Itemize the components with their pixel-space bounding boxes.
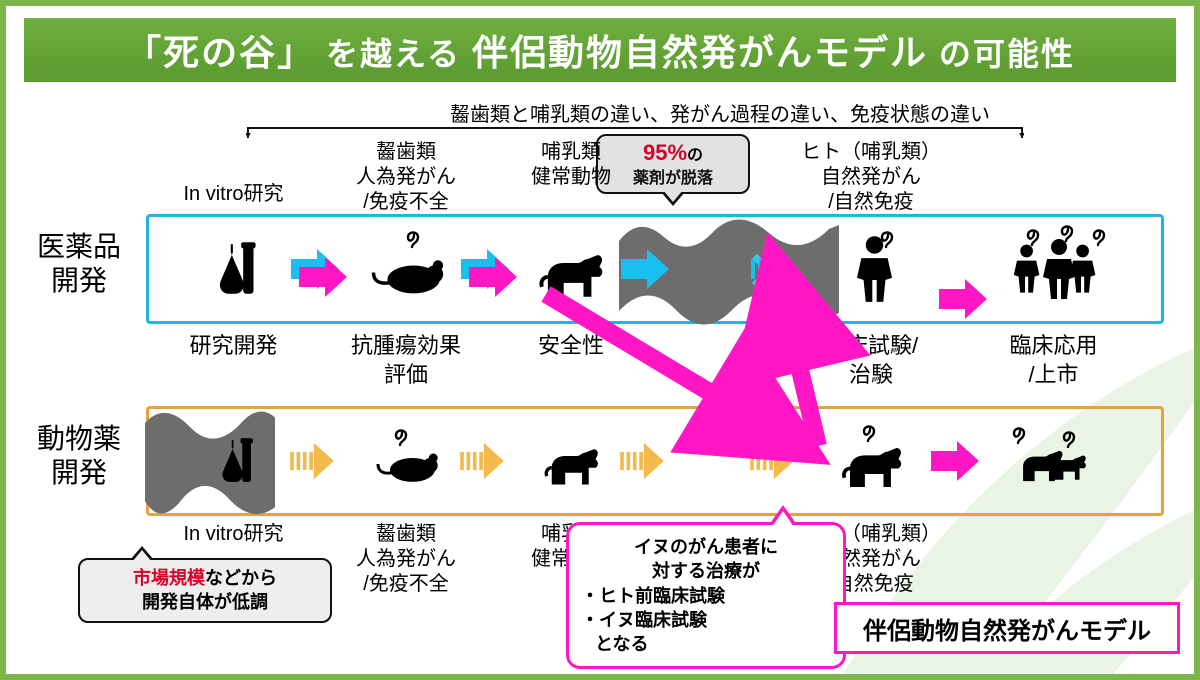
track-pharma: ✕ xyxy=(146,214,1164,324)
title-part3: 伴侶動物自然発がんモデル xyxy=(472,32,928,73)
title-part4: の可能性 xyxy=(939,36,1075,72)
vet-arrow-0 xyxy=(290,441,334,481)
vet-arrow-3 xyxy=(750,441,794,481)
model-bar: 伴侶動物自然発がんモデル xyxy=(834,602,1180,654)
stage-top-label-0: In vitro研究 xyxy=(146,182,321,207)
pharma-arrow-2 xyxy=(620,247,670,291)
slide-frame: 「死の谷」 を越える 伴侶動物自然発がんモデル の可能性 齧歯類と哺乳類の違い、… xyxy=(0,0,1200,680)
stage-top-label-1: 齧歯類人為発がん/免疫不全 xyxy=(321,140,491,215)
stage-mid-label-1: 抗腫瘍効果評価 xyxy=(321,332,491,389)
swirl-icon xyxy=(1085,217,1111,247)
vet-arrow-4 xyxy=(930,439,980,483)
swirl-icon xyxy=(1053,213,1079,243)
swirl-icon xyxy=(855,413,881,443)
stage-top-label-2: 哺乳類健常動物 xyxy=(491,140,651,190)
stage-bot-label-0: In vitro研究 xyxy=(146,522,321,547)
stage-top-label-4: ヒト（哺乳類）自然発がん/自然免疫 xyxy=(781,140,961,215)
swirl-icon xyxy=(387,417,413,447)
swirl-icon xyxy=(873,219,899,249)
vet-arrow-1 xyxy=(460,441,504,481)
row-label-vet: 動物薬開発 xyxy=(24,422,134,489)
stage-mid-label-2: 安全性 xyxy=(491,332,651,361)
dog-callout: イヌのがん患者に 対する治療が ・ヒト前臨床試験 ・イヌ臨床試験 となる xyxy=(566,522,846,669)
vet-arrow-2 xyxy=(620,441,664,481)
stage-mid-label-5: 臨床応用/上市 xyxy=(961,332,1146,389)
stage-mid-label-0: 研究開発 xyxy=(146,332,321,361)
swirl-icon xyxy=(399,219,425,249)
title-part1: 「死の谷」 xyxy=(125,32,315,73)
row-label-pharma: 医薬品開発 xyxy=(24,230,134,297)
stage-mid-label-4: 臨床試験/治験 xyxy=(781,332,961,389)
mid-labels: 研究開発抗腫瘍効果評価安全性 臨床試験/治験臨床応用/上市 xyxy=(146,332,1164,392)
stage-bot-label-1: 齧歯類人為発がん/免疫不全 xyxy=(321,522,491,597)
pharma-arrow-1 xyxy=(460,247,510,291)
swirl-icon xyxy=(1055,419,1081,449)
title-part2: を越える xyxy=(326,36,461,72)
swirl-icon xyxy=(1019,217,1045,247)
footnote-callout: 市場規模などから開発自体が低調 xyxy=(78,558,332,623)
swirl-icon xyxy=(1005,415,1031,445)
track-vet xyxy=(146,406,1164,516)
top-note: 齧歯類と哺乳類の違い、発がん過程の違い、免疫状態の違い xyxy=(306,98,1134,127)
title-bar: 「死の谷」 を越える 伴侶動物自然発がんモデル の可能性 xyxy=(24,18,1176,82)
pharma-arrow-0 xyxy=(290,247,340,291)
pharma-arrow-3 xyxy=(750,247,800,291)
